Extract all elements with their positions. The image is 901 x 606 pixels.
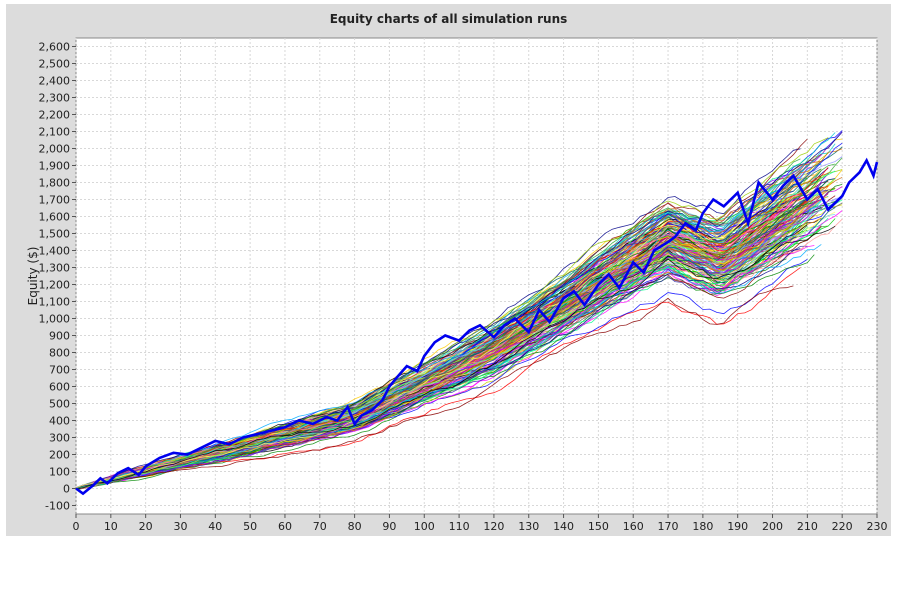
x-tick-label: 0 xyxy=(73,520,80,533)
x-tick-label: 100 xyxy=(414,520,435,533)
y-tick-label: 400 xyxy=(49,415,70,428)
y-tick-label: -100 xyxy=(45,500,70,513)
y-tick-label: 1,500 xyxy=(39,228,71,241)
y-tick-label: 1,900 xyxy=(39,160,71,173)
y-tick-label: 1,400 xyxy=(39,245,71,258)
y-tick-label: 800 xyxy=(49,347,70,360)
x-tick-label: 40 xyxy=(208,520,222,533)
y-tick-label: 2,100 xyxy=(39,126,71,139)
y-tick-label: 300 xyxy=(49,432,70,445)
x-tick-label: 170 xyxy=(658,520,679,533)
y-tick-label: 2,500 xyxy=(39,58,71,71)
x-tick-label: 30 xyxy=(173,520,187,533)
x-tick-label: 160 xyxy=(623,520,644,533)
x-tick-label: 150 xyxy=(588,520,609,533)
x-tick-label: 70 xyxy=(313,520,327,533)
x-tick-label: 220 xyxy=(832,520,853,533)
y-tick-label: 200 xyxy=(49,449,70,462)
simulation-run-line xyxy=(75,285,794,490)
y-tick-label: 2,400 xyxy=(39,75,71,88)
y-tick-label: 1,200 xyxy=(39,279,71,292)
highlight-series-line xyxy=(75,157,879,496)
simulation-run-line xyxy=(75,186,843,488)
simulation-run-line xyxy=(75,178,836,490)
x-tick-label: 190 xyxy=(727,520,748,533)
simulation-run-line xyxy=(75,218,836,490)
y-tick-label: 1,100 xyxy=(39,296,71,309)
x-tick-label: 120 xyxy=(483,520,504,533)
y-tick-label: 100 xyxy=(49,466,70,479)
x-axis-ticks: 0 10 20 30 40 50 60 70 80 90 100 110 120 130 140 150 160… xyxy=(73,514,888,533)
x-tick-label: 80 xyxy=(348,520,362,533)
y-tick-label: 2,000 xyxy=(39,143,71,156)
simulation-run-line xyxy=(75,228,822,490)
y-tick-label: 2,600 xyxy=(39,41,71,54)
simulation-run-line xyxy=(75,225,836,490)
x-tick-label: 90 xyxy=(382,520,396,533)
y-tick-label: 700 xyxy=(49,364,70,377)
simulation-run-line xyxy=(75,218,843,489)
simulation-run-line xyxy=(75,178,815,489)
chart-panel: Equity charts of all simulation runs -10… xyxy=(6,4,891,536)
chart-title: Equity charts of all simulation runs xyxy=(329,12,568,26)
simulation-runs xyxy=(75,130,843,490)
y-tick-label: 2,300 xyxy=(39,92,71,105)
simulation-run-line xyxy=(75,158,801,489)
simulation-run-line xyxy=(75,178,836,489)
y-axis-label: Equity ($) xyxy=(26,247,40,306)
simulation-run-line xyxy=(75,173,808,489)
y-tick-label: 0 xyxy=(63,483,70,496)
y-tick-label: 900 xyxy=(49,330,70,343)
x-tick-label: 140 xyxy=(553,520,574,533)
y-tick-label: 600 xyxy=(49,381,70,394)
simulation-run-line xyxy=(75,179,829,489)
x-tick-label: 110 xyxy=(449,520,470,533)
x-tick-label: 210 xyxy=(797,520,818,533)
x-tick-label: 60 xyxy=(278,520,292,533)
y-tick-label: 1,600 xyxy=(39,211,71,224)
x-tick-label: 130 xyxy=(518,520,539,533)
y-tick-label: 1,700 xyxy=(39,194,71,207)
equity-chart: -10001002003004005006007008009001,0001,1… xyxy=(26,37,888,533)
y-axis-ticks: -100 0 100 200 300 400 500 600 700 800 900 1,000 1,1… xyxy=(39,41,76,513)
y-tick-label: 2,200 xyxy=(39,109,71,122)
y-tick-label: 500 xyxy=(49,398,70,411)
x-tick-label: 200 xyxy=(762,520,783,533)
x-tick-label: 50 xyxy=(243,520,257,533)
y-tick-label: 1,000 xyxy=(39,313,71,326)
highlight-run xyxy=(75,157,879,496)
x-tick-label: 10 xyxy=(104,520,118,533)
y-tick-label: 1,300 xyxy=(39,262,71,275)
simulation-run-line xyxy=(75,138,808,489)
y-tick-label: 1,800 xyxy=(39,177,71,190)
x-tick-label: 230 xyxy=(867,520,888,533)
x-tick-label: 180 xyxy=(692,520,713,533)
x-tick-label: 20 xyxy=(139,520,153,533)
